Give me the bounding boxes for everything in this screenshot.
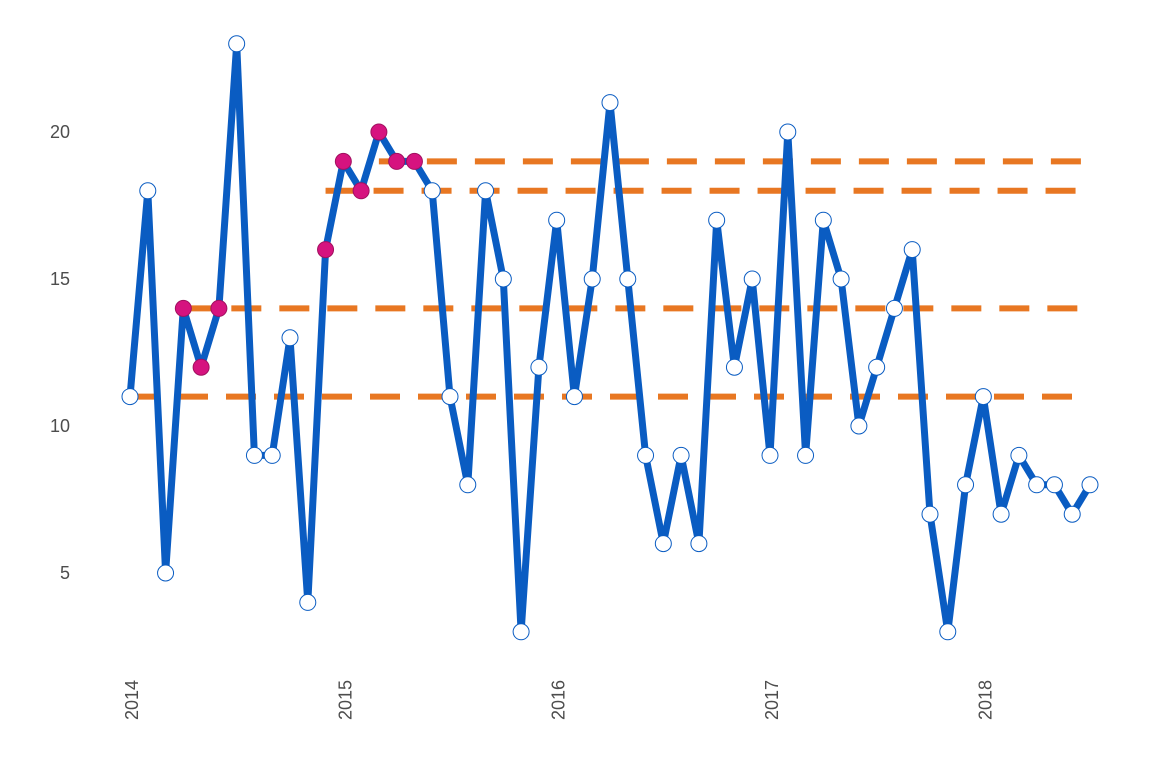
data-point xyxy=(423,182,441,200)
data-point xyxy=(654,535,672,553)
highlighted-data-point xyxy=(334,152,352,170)
data-point xyxy=(725,358,743,376)
data-point xyxy=(477,182,495,200)
data-point xyxy=(583,270,601,288)
data-point xyxy=(121,388,139,406)
data-point xyxy=(281,329,299,347)
data-point xyxy=(601,94,619,112)
data-point xyxy=(1063,505,1081,523)
data-point xyxy=(299,593,317,611)
data-point xyxy=(1045,476,1063,494)
highlighted-data-point xyxy=(370,123,388,141)
x-axis: 2014 2015 2016 2017 2018 xyxy=(122,680,995,720)
data-point xyxy=(637,446,655,464)
data-point xyxy=(441,388,459,406)
highlighted-data-point xyxy=(174,299,192,317)
x-tick-label: 2018 xyxy=(975,680,995,720)
x-tick-label: 2014 xyxy=(122,680,142,720)
y-axis: 5 10 15 20 xyxy=(50,122,70,583)
data-point xyxy=(921,505,939,523)
data-point xyxy=(690,535,708,553)
highlighted-data-point xyxy=(317,241,335,259)
data-point xyxy=(157,564,175,582)
data-point xyxy=(743,270,761,288)
data-point xyxy=(779,123,797,141)
data-point xyxy=(814,211,832,229)
data-point xyxy=(832,270,850,288)
highlighted-data-point xyxy=(192,358,210,376)
data-point xyxy=(228,35,246,53)
data-point xyxy=(512,623,530,641)
data-point xyxy=(672,446,690,464)
data-point xyxy=(263,446,281,464)
series-line xyxy=(126,40,1094,636)
series-line-group xyxy=(126,40,1094,636)
x-tick-label: 2015 xyxy=(335,680,355,720)
data-point xyxy=(1028,476,1046,494)
data-point xyxy=(494,270,512,288)
data-point xyxy=(992,505,1010,523)
data-point xyxy=(939,623,957,641)
data-point xyxy=(565,388,583,406)
highlighted-data-point xyxy=(352,182,370,200)
highlighted-data-point xyxy=(405,152,423,170)
data-point xyxy=(619,270,637,288)
data-points xyxy=(121,35,1099,641)
reference-lines xyxy=(130,158,1090,400)
data-point xyxy=(974,388,992,406)
data-point xyxy=(903,241,921,259)
data-point xyxy=(139,182,157,200)
x-tick-label: 2016 xyxy=(549,680,569,720)
data-point xyxy=(530,358,548,376)
y-tick-label: 15 xyxy=(50,269,70,289)
highlighted-data-point xyxy=(388,152,406,170)
data-point xyxy=(957,476,975,494)
data-point xyxy=(850,417,868,435)
y-tick-label: 20 xyxy=(50,122,70,142)
highlighted-data-point xyxy=(210,299,228,317)
data-point xyxy=(245,446,263,464)
y-tick-label: 5 xyxy=(60,563,70,583)
data-point xyxy=(885,299,903,317)
x-tick-label: 2017 xyxy=(762,680,782,720)
data-point xyxy=(708,211,726,229)
data-point xyxy=(1081,476,1099,494)
data-point xyxy=(761,446,779,464)
data-point xyxy=(548,211,566,229)
data-point xyxy=(868,358,886,376)
y-tick-label: 10 xyxy=(50,416,70,436)
data-point xyxy=(459,476,477,494)
data-point xyxy=(1010,446,1028,464)
data-point xyxy=(797,446,815,464)
